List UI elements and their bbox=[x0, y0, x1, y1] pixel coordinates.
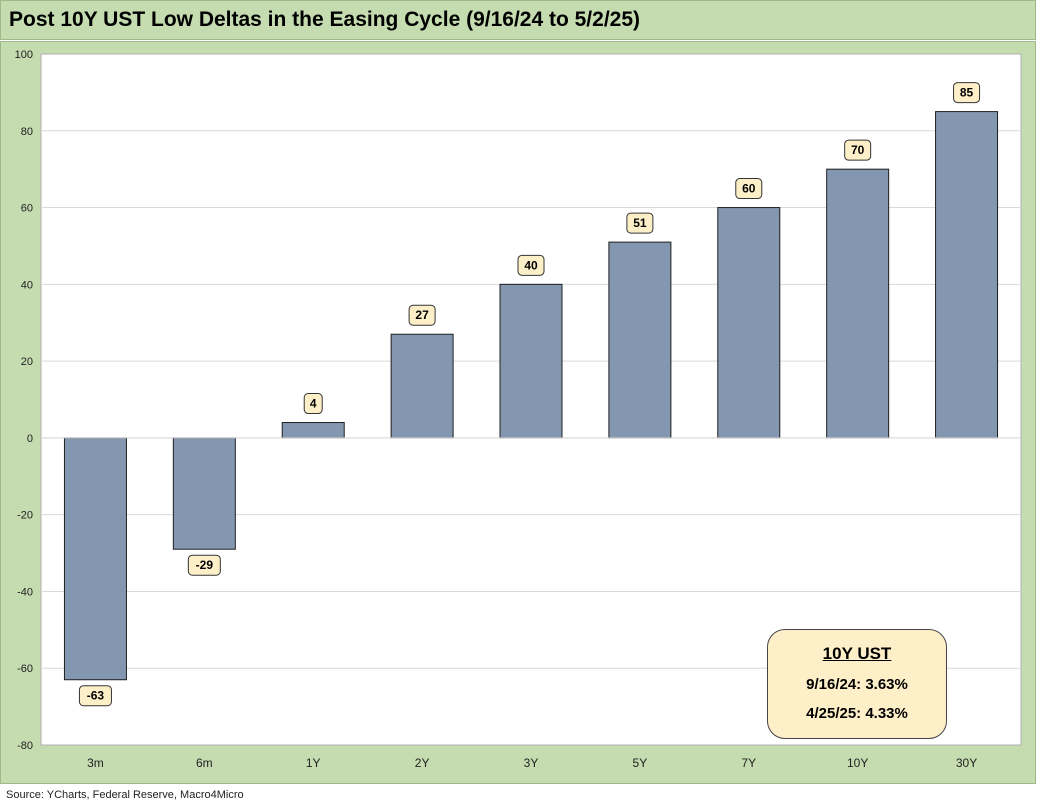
annotation-title: 10Y UST bbox=[822, 644, 892, 663]
x-tick-label: 2Y bbox=[415, 756, 430, 770]
bar bbox=[172, 437, 236, 550]
y-tick-label: -20 bbox=[17, 510, 33, 522]
x-tick-label: 6m bbox=[196, 756, 213, 770]
chart-title: Post 10Y UST Low Deltas in the Easing Cy… bbox=[9, 8, 641, 31]
x-tick-label: 3m bbox=[87, 756, 104, 770]
y-tick-label: 100 bbox=[15, 49, 33, 61]
data-label: -63 bbox=[87, 689, 105, 703]
data-label-box bbox=[187, 554, 221, 576]
data-label: 51 bbox=[633, 216, 647, 230]
data-label: 60 bbox=[742, 182, 756, 196]
bar bbox=[499, 283, 563, 439]
x-tick-label: 10Y bbox=[847, 756, 868, 770]
data-label-box bbox=[408, 304, 436, 326]
bar bbox=[63, 437, 127, 681]
data-label: 4 bbox=[310, 397, 317, 411]
y-tick-label: -40 bbox=[17, 586, 33, 598]
data-label: -29 bbox=[196, 558, 214, 572]
data-label: 85 bbox=[960, 86, 974, 100]
y-tick-label: 80 bbox=[21, 126, 33, 138]
data-label-box bbox=[303, 393, 323, 415]
bar bbox=[390, 333, 454, 439]
data-label-box bbox=[517, 254, 545, 276]
x-tick-label: 1Y bbox=[306, 756, 321, 770]
y-tick-label: -60 bbox=[17, 663, 33, 675]
bar bbox=[608, 241, 672, 439]
data-label: 27 bbox=[415, 308, 429, 322]
x-tick-label: 5Y bbox=[633, 756, 648, 770]
y-tick-label: 20 bbox=[21, 356, 33, 368]
data-label-box bbox=[953, 82, 981, 104]
bar bbox=[826, 168, 890, 439]
bar-chart: 100 80 60 40 20 0 -20 -40 -60 -80 -63 3m -29 6m 4 1Y 27 2… bbox=[15, 49, 1022, 770]
data-label-box bbox=[78, 685, 112, 707]
data-label: 40 bbox=[524, 258, 538, 272]
y-tick-label: 0 bbox=[27, 433, 33, 445]
bar bbox=[935, 111, 999, 439]
y-tick-label: 60 bbox=[21, 203, 33, 215]
data-label-box bbox=[735, 178, 763, 200]
data-label-box bbox=[844, 139, 872, 161]
annotation-line-2: 4/25/25: 4.33% bbox=[806, 705, 908, 722]
data-label: 70 bbox=[851, 143, 865, 157]
y-tick-label: -80 bbox=[17, 740, 33, 752]
source-note: Source: YCharts, Federal Reserve, Macro4… bbox=[6, 789, 244, 801]
x-tick-label: 3Y bbox=[524, 756, 539, 770]
x-tick-label: 7Y bbox=[741, 756, 756, 770]
annotation-line-1: 9/16/24: 3.63% bbox=[806, 676, 908, 693]
x-tick-label: 30Y bbox=[956, 756, 977, 770]
y-tick-label: 40 bbox=[21, 279, 33, 291]
title-bar: Post 10Y UST Low Deltas in the Easing Cy… bbox=[0, 0, 1036, 40]
bar bbox=[717, 207, 781, 439]
data-label-box bbox=[626, 212, 654, 234]
annotation-box: 10Y UST 9/16/24: 3.63% 4/25/25: 4.33% bbox=[767, 629, 947, 739]
bar bbox=[281, 422, 345, 439]
